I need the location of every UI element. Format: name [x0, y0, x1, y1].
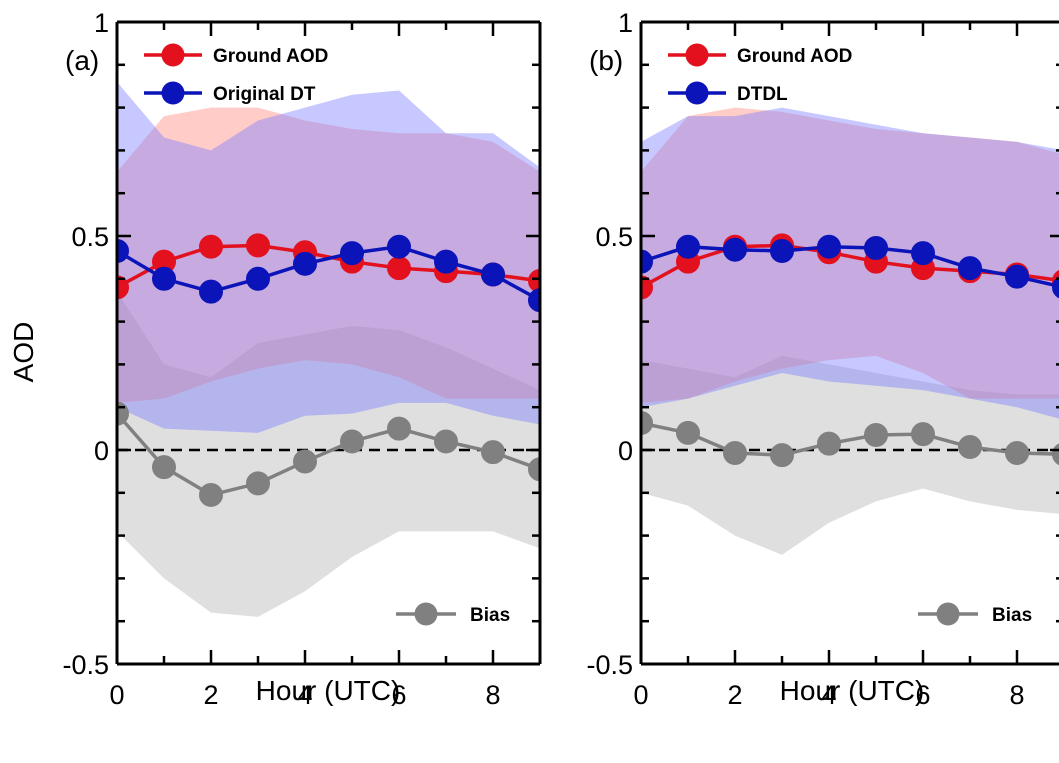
- series-line-original-dt: [117, 244, 540, 302]
- legend-label: Ground AOD: [737, 46, 852, 67]
- legend-entry: DTDL: [668, 81, 788, 105]
- legend-marker: [414, 602, 438, 626]
- point-ground-aod: [117, 275, 129, 300]
- legend-marker: [161, 43, 185, 67]
- point-bias: [293, 449, 317, 474]
- legend-entry: Ground AOD: [668, 43, 852, 67]
- x-tick-label: 8: [485, 680, 500, 710]
- plot-area: [641, 107, 1059, 555]
- y-tick-label: -0.5: [62, 650, 109, 680]
- point-bias: [723, 440, 747, 465]
- point-dtdl: [676, 234, 700, 259]
- legend-label: DTDL: [737, 84, 788, 105]
- point-dtdl: [641, 249, 653, 274]
- point-original-dt: [434, 249, 458, 274]
- point-bias: [958, 435, 982, 460]
- legend-entry: Ground AOD: [144, 43, 328, 67]
- point-dtdl: [911, 241, 935, 266]
- point-bias: [770, 443, 794, 468]
- legend-label: Ground AOD: [213, 46, 328, 67]
- point-dtdl: [770, 238, 794, 263]
- point-bias: [817, 431, 841, 456]
- point-bias: [387, 416, 411, 441]
- y-tick-label: 0: [94, 436, 109, 466]
- legend-label: Bias: [992, 605, 1032, 626]
- point-bias: [199, 482, 223, 507]
- legend-marker: [936, 602, 960, 626]
- y-tick-label: -0.5: [586, 650, 633, 680]
- point-bias: [676, 420, 700, 445]
- series-line-bias: [117, 412, 540, 497]
- point-dtdl: [723, 237, 747, 262]
- x-tick-label: 4: [821, 680, 836, 710]
- legend-marker: [161, 81, 185, 105]
- point-bias: [340, 429, 364, 454]
- point-original-dt: [293, 251, 317, 276]
- point-dtdl: [864, 235, 888, 260]
- legend-entry-bias: Bias: [918, 602, 1032, 626]
- x-tick-label: 4: [297, 680, 312, 710]
- point-original-dt: [340, 241, 364, 266]
- point-ground-aod: [641, 275, 653, 300]
- point-ground-aod: [246, 233, 270, 258]
- x-tick-label: 0: [109, 680, 124, 710]
- x-tick-label: 2: [727, 680, 742, 710]
- point-original-dt: [481, 262, 505, 287]
- band-bias: [117, 291, 540, 617]
- point-bias: [1005, 440, 1029, 465]
- x-tick-label: 0: [633, 680, 648, 710]
- legend-marker: [685, 81, 709, 105]
- x-tick-label: 6: [915, 680, 930, 710]
- point-original-dt: [117, 238, 129, 263]
- point-original-dt: [528, 288, 540, 313]
- y-tick-label: 1: [618, 8, 633, 38]
- y-tick-label: 1: [94, 8, 109, 38]
- point-original-dt: [387, 234, 411, 259]
- legend-entry: Original DT: [144, 81, 316, 105]
- point-bias: [528, 457, 540, 482]
- point-bias: [246, 471, 270, 496]
- point-dtdl: [817, 234, 841, 259]
- x-tick-label: 8: [1009, 680, 1024, 710]
- point-ground-aod: [387, 256, 411, 281]
- band-bias: [641, 355, 1059, 555]
- series-line-dtdl: [641, 244, 1059, 289]
- point-original-dt: [152, 266, 176, 291]
- panel-label: (a): [65, 45, 99, 76]
- y-tick-label: 0.5: [595, 222, 633, 252]
- x-axis-title: Hour (UTC): [780, 675, 925, 706]
- point-ground-aod: [199, 234, 223, 259]
- y-tick-label: 0: [618, 436, 633, 466]
- point-bias: [864, 423, 888, 448]
- y-tick-label: 0.5: [71, 222, 109, 252]
- plot-area: [117, 81, 540, 617]
- point-dtdl: [958, 256, 982, 281]
- point-dtdl: [1005, 264, 1029, 289]
- point-bias: [434, 429, 458, 454]
- point-original-dt: [199, 279, 223, 304]
- panel-label: (b): [589, 45, 623, 76]
- band-dtdl: [641, 107, 1059, 419]
- series-line-bias: [641, 421, 1059, 457]
- legend-label: Original DT: [213, 84, 316, 105]
- legend-entry-bias: Bias: [396, 602, 510, 626]
- point-bias: [641, 411, 653, 436]
- x-tick-label: 6: [391, 680, 406, 710]
- point-bias: [911, 422, 935, 447]
- x-axis-title: Hour (UTC): [256, 675, 401, 706]
- point-dtdl: [1052, 276, 1059, 299]
- y-axis-title: AOD: [8, 322, 39, 383]
- legend-marker: [685, 43, 709, 67]
- legend-label: Bias: [470, 605, 510, 626]
- point-bias: [152, 455, 176, 480]
- x-tick-label: 2: [203, 680, 218, 710]
- point-ground-aod: [528, 268, 540, 293]
- point-bias: [481, 440, 505, 465]
- point-original-dt: [246, 266, 270, 291]
